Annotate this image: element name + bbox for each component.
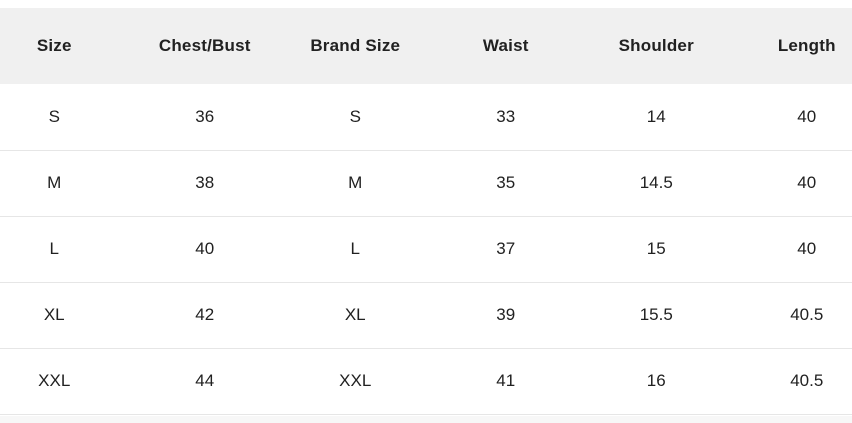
size-chart-body: S 36 S 33 14 40 M 38 M 35 14.5 40 L 40 L 37 15 40 XL 42 XL 39…: [0, 84, 852, 415]
header-cell-length: Length: [731, 8, 852, 84]
size-chart-table: Size Chest/Bust Brand Size Waist Shoulder Len…: [0, 8, 852, 415]
header-cell-brand_size: Brand Size: [280, 8, 431, 84]
cell-chest_bust: 44: [129, 348, 280, 415]
cell-size: L: [0, 216, 130, 283]
cell-chest_bust: 38: [129, 150, 280, 217]
size-row-xxl: XXL 44 XXL 41 16 40.5: [0, 348, 852, 415]
next-section-edge: [0, 416, 852, 423]
size-row-l: L 40 L 37 15 40: [0, 216, 852, 283]
cell-length: 40.5: [731, 282, 852, 349]
cell-waist: 39: [430, 282, 581, 349]
cell-shoulder: 15.5: [581, 282, 732, 349]
cell-length: 40: [731, 84, 852, 151]
top-spacer: [0, 0, 852, 8]
cell-size: XL: [0, 282, 130, 349]
size-chart-header: Size Chest/Bust Brand Size Waist Shoulder Len…: [0, 8, 852, 84]
cell-length: 40: [731, 216, 852, 283]
cell-waist: 33: [430, 84, 581, 151]
cell-size: XXL: [0, 348, 130, 415]
cell-length: 40: [731, 150, 852, 217]
header-cell-chest_bust: Chest/Bust: [129, 8, 280, 84]
cell-chest_bust: 36: [129, 84, 280, 151]
cell-chest_bust: 40: [129, 216, 280, 283]
cell-shoulder: 14.5: [581, 150, 732, 217]
cell-waist: 41: [430, 348, 581, 415]
size-chart-table-wrap: Size Chest/Bust Brand Size Waist Shoulder Len…: [0, 8, 852, 415]
cell-shoulder: 14: [581, 84, 732, 151]
cell-brand_size: L: [280, 216, 431, 283]
header-cell-waist: Waist: [430, 8, 581, 84]
cell-waist: 37: [430, 216, 581, 283]
header-cell-shoulder: Shoulder: [581, 8, 732, 84]
cell-size: S: [0, 84, 130, 151]
cell-shoulder: 15: [581, 216, 732, 283]
size-row-m: M 38 M 35 14.5 40: [0, 150, 852, 217]
header-row: Size Chest/Bust Brand Size Waist Shoulder Len…: [0, 8, 852, 84]
cell-chest_bust: 42: [129, 282, 280, 349]
cell-length: 40.5: [731, 348, 852, 415]
cell-brand_size: M: [280, 150, 431, 217]
cell-waist: 35: [430, 150, 581, 217]
size-row-s: S 36 S 33 14 40: [0, 84, 852, 151]
header-cell-size: Size: [0, 8, 130, 84]
cell-brand_size: XXL: [280, 348, 431, 415]
cell-size: M: [0, 150, 130, 217]
size-row-xl: XL 42 XL 39 15.5 40.5: [0, 282, 852, 349]
cell-brand_size: XL: [280, 282, 431, 349]
cell-shoulder: 16: [581, 348, 732, 415]
cell-brand_size: S: [280, 84, 431, 151]
